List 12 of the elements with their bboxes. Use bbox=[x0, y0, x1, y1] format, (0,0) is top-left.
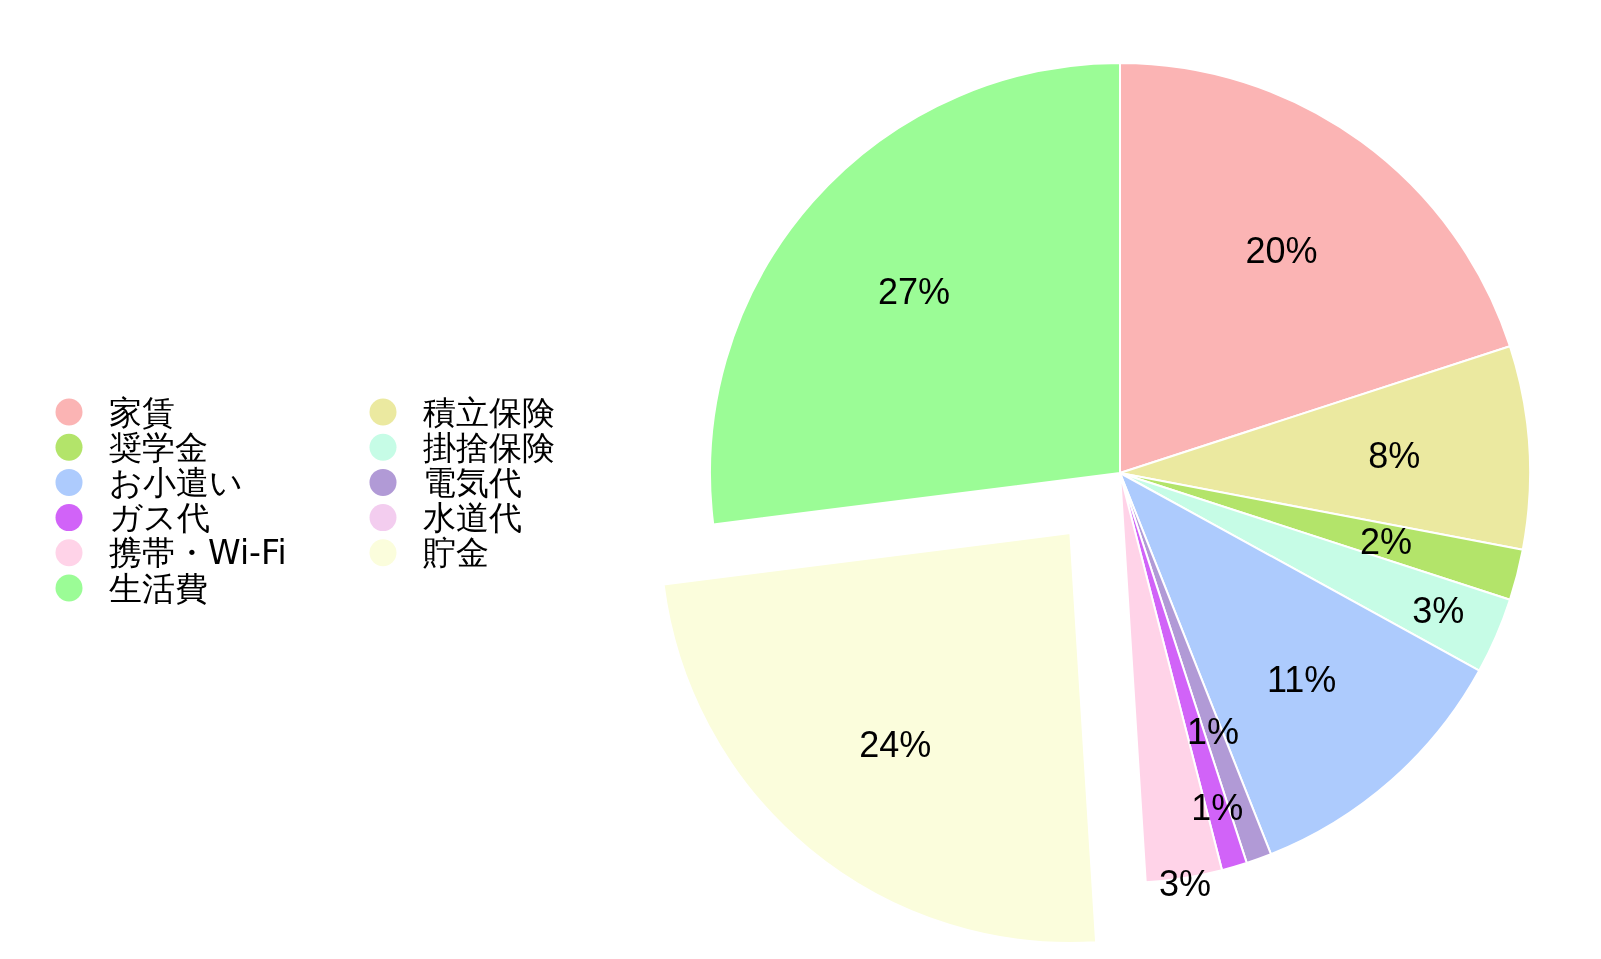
legend-label: 貯金 bbox=[423, 533, 489, 573]
data-label: 20% bbox=[1245, 230, 1318, 272]
data-label: 11% bbox=[1266, 658, 1337, 700]
data-label: 1% bbox=[1187, 710, 1240, 752]
data-label: 24% bbox=[859, 724, 932, 766]
data-label: 8% bbox=[1368, 435, 1421, 477]
data-label: 2% bbox=[1360, 520, 1413, 562]
data-label: 1% bbox=[1191, 787, 1244, 829]
data-label: 3% bbox=[1159, 863, 1212, 905]
legend-label: 積立保険 bbox=[423, 392, 555, 432]
data-label: 3% bbox=[1412, 590, 1465, 632]
data-label: 27% bbox=[877, 270, 950, 312]
